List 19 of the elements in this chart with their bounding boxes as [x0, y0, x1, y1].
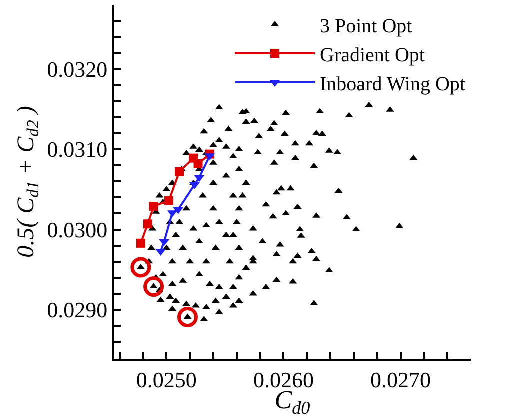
- point: [149, 202, 158, 211]
- legend-label: Gradient Opt: [320, 44, 426, 66]
- x-tick-label: 0.0250: [136, 367, 197, 392]
- point: [178, 307, 198, 328]
- y-tick-label: 0.0320: [47, 56, 108, 82]
- point: [164, 196, 174, 206]
- y-tick-label: 0.0300: [47, 217, 108, 242]
- point: [144, 276, 164, 297]
- legend-label: Inboard Wing Opt: [320, 73, 466, 96]
- point: [130, 257, 152, 278]
- y-tick-label: 0.0310: [47, 137, 108, 162]
- point: [136, 238, 146, 248]
- x-tick-label: 0.0260: [253, 367, 314, 392]
- x-tick-label: 0.0270: [370, 367, 432, 392]
- y-tick-label: 0.0290: [47, 298, 108, 323]
- point: [194, 159, 203, 168]
- point: [175, 167, 184, 176]
- legend-label: 3 Point Opt: [320, 15, 413, 38]
- point: [143, 220, 152, 229]
